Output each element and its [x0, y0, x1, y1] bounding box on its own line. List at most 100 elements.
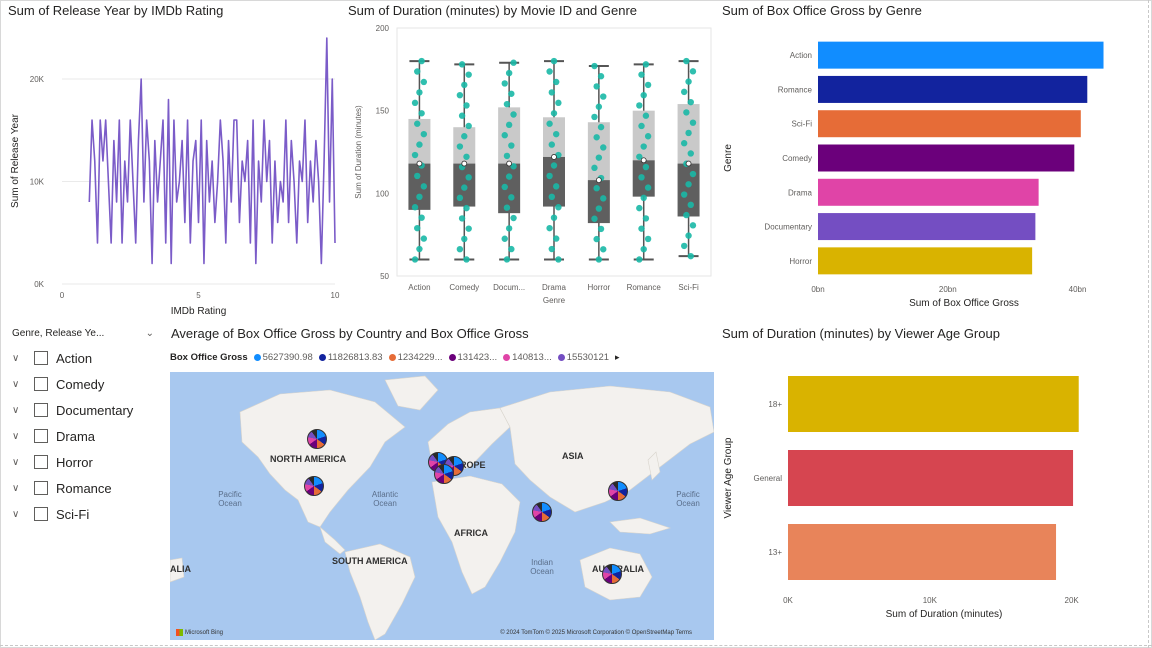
box-data-point [638, 71, 645, 78]
box-data-point [501, 235, 508, 242]
box-data-point [458, 61, 466, 68]
chevron-down-icon[interactable]: ∨ [12, 378, 20, 390]
map-canvas[interactable]: NORTH AMERICA ROPE ASIA AFRICA SOUTH AME… [170, 372, 714, 640]
slicer-item-label: Romance [56, 480, 112, 496]
checkbox[interactable] [34, 351, 48, 365]
box-data-point [553, 235, 560, 242]
box-data-point [644, 235, 652, 243]
slicer-item-comedy[interactable]: ∨ Comedy [12, 371, 162, 397]
box-data-point [456, 143, 464, 150]
genre-x-tick: 20bn [939, 285, 957, 294]
box-data-point [503, 152, 511, 160]
box-chart-title: Sum of Duration (minutes) by Movie ID an… [348, 3, 638, 18]
box-data-point [638, 174, 645, 181]
legend-item[interactable]: 140813... [503, 352, 552, 363]
slicer-item-label: Documentary [56, 402, 134, 418]
genre-bar-chart[interactable]: Action Romance Sci-Fi Comedy Drama Documentar… [715, 20, 1145, 320]
box-data-point [550, 162, 558, 169]
map-pie-france[interactable] [434, 464, 454, 484]
age-x-tick: 10K [923, 596, 938, 605]
box-mean-marker [506, 160, 513, 167]
map-credit[interactable]: © 2024 TomTom © 2025 Microsoft Corporati… [500, 630, 692, 636]
checkbox[interactable] [34, 429, 48, 443]
age-bar[interactable] [788, 376, 1079, 432]
line-y-axis-title: Sum of Release Year [10, 113, 21, 208]
box-data-point [687, 98, 694, 106]
box-data-point [416, 193, 423, 201]
chevron-down-icon[interactable]: ∨ [12, 482, 20, 494]
legend-item-label: 11826813.83 [327, 352, 383, 363]
box-data-point [420, 235, 428, 242]
legend-item[interactable]: 15530121 [557, 352, 609, 363]
box-data-point [593, 235, 600, 243]
box-data-point [501, 80, 508, 87]
box-data-point [553, 130, 560, 138]
box-data-point [640, 194, 647, 202]
slicer-item-romance[interactable]: ∨ Romance [12, 475, 162, 501]
box-data-point [414, 120, 421, 127]
line-x-tick: 0 [60, 291, 65, 300]
chevron-down-icon[interactable]: ∨ [12, 456, 20, 468]
checkbox[interactable] [34, 377, 48, 391]
slicer-item-drama[interactable]: ∨ Drama [12, 423, 162, 449]
legend-more-icon[interactable]: ▸ [615, 352, 620, 362]
box-data-point [510, 163, 517, 170]
slicer-item-action[interactable]: ∨ Action [12, 345, 162, 371]
box-data-point [680, 140, 688, 147]
legend-item[interactable]: 5627390.98 [253, 352, 313, 363]
genre-bar[interactable] [818, 110, 1081, 138]
genre-bar[interactable] [818, 41, 1104, 69]
checkbox[interactable] [34, 481, 48, 495]
age-bar[interactable] [788, 524, 1057, 580]
box-data-point [503, 204, 511, 211]
map-pie-india[interactable] [532, 502, 552, 522]
checkbox[interactable] [34, 455, 48, 469]
chevron-down-icon[interactable]: ∨ [12, 404, 20, 416]
box-chart[interactable]: 50 100 150 200 Action Comedy Docum... Drama Horr… [345, 20, 715, 320]
age-bar-chart[interactable]: 18+ General 13+ 0K 10K 20K Sum of Duration (mi… [715, 345, 1145, 643]
map-pie-australia[interactable] [602, 564, 622, 584]
genre-bar[interactable] [818, 144, 1075, 172]
map-pie-usa[interactable] [304, 476, 324, 496]
box-data-point [508, 142, 515, 149]
legend-item[interactable]: 1234229... [388, 352, 443, 363]
line-chart-title: Sum of Release Year by IMDb Rating [8, 3, 224, 18]
genre-bar[interactable] [818, 178, 1039, 206]
slicer-item-documentary[interactable]: ∨ Documentary [12, 397, 162, 423]
genre-slicer[interactable]: Genre, Release Ye... ⌄ ∨ Action ∨ Comedy ∨ Do… [12, 328, 162, 527]
genre-bar[interactable] [818, 213, 1036, 241]
box-data-point [548, 245, 555, 253]
box-data-point [416, 141, 423, 148]
chevron-down-icon[interactable]: ∨ [12, 430, 20, 442]
map-legend[interactable]: Box Office Gross 5627390.98 11826813.83 12… [170, 352, 620, 363]
box-data-point [501, 183, 508, 191]
box-x-tick: Horror [588, 283, 611, 292]
map-pie-usa-north[interactable] [307, 429, 327, 449]
genre-bar[interactable] [818, 247, 1033, 275]
box-data-point [642, 215, 650, 222]
age-bar[interactable] [788, 450, 1074, 506]
box-data-point [510, 111, 517, 118]
legend-dot-icon [318, 354, 326, 361]
line-series[interactable] [88, 37, 336, 265]
slicer-item-sci-fi[interactable]: ∨ Sci-Fi [12, 501, 162, 527]
legend-label: Box Office Gross [170, 352, 248, 363]
chevron-down-icon[interactable]: ∨ [12, 352, 20, 364]
slicer-header[interactable]: Genre, Release Ye... ⌄ [12, 328, 154, 339]
box-data-point [685, 232, 692, 239]
slicer-item-horror[interactable]: ∨ Horror [12, 449, 162, 475]
checkbox[interactable] [34, 403, 48, 417]
chevron-down-icon[interactable]: ∨ [12, 508, 20, 520]
box-data-point [465, 174, 472, 181]
map-pie-china[interactable] [608, 481, 628, 501]
checkbox[interactable] [34, 507, 48, 521]
box-data-point [591, 62, 598, 70]
box-data-point [414, 172, 421, 180]
chevron-down-icon[interactable]: ⌄ [145, 328, 154, 339]
legend-item[interactable]: 11826813.83 [318, 352, 383, 363]
genre-bar[interactable] [818, 75, 1088, 103]
box-upper-quartile [498, 107, 521, 164]
box-data-point [501, 132, 508, 139]
line-chart[interactable]: 0K 10K 20K 0 5 10 IMDb Rating Sum of Release Ye… [0, 20, 345, 320]
legend-item[interactable]: 131423... [448, 352, 497, 363]
